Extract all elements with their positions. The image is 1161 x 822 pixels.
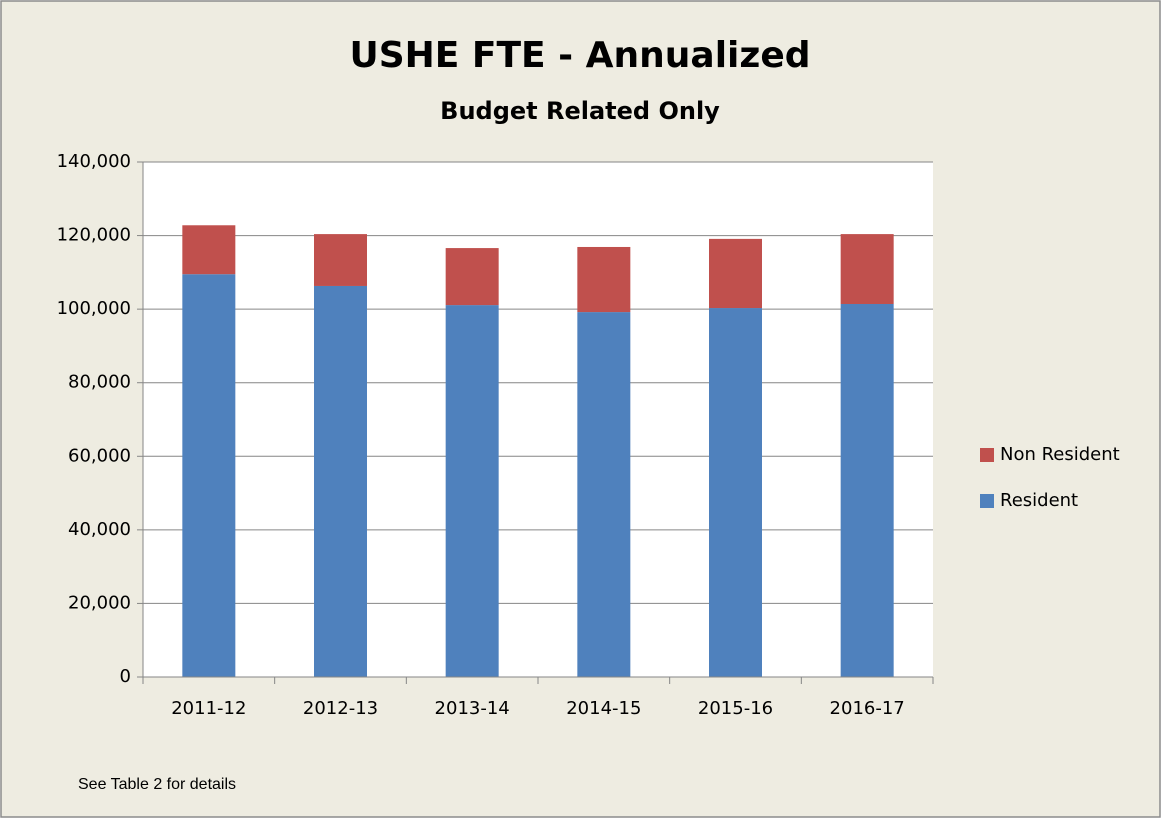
x-tick-label: 2014-15: [566, 698, 641, 719]
bar-segment: [709, 238, 762, 309]
legend-swatch: [980, 494, 994, 508]
x-tick-label: 2012-13: [303, 698, 378, 719]
y-tick-label: 100,000: [57, 298, 131, 319]
x-tick-label: 2013-14: [435, 698, 510, 719]
footnote: See Table 2 for details: [78, 776, 236, 793]
bar-segment: [445, 305, 499, 677]
bar-segment: [182, 274, 236, 677]
legend-label: Resident: [1000, 490, 1078, 511]
y-tick-label: 40,000: [68, 519, 131, 540]
bar-segment: [840, 303, 894, 677]
y-tick-label: 80,000: [68, 372, 131, 393]
chart-subtitle: Budget Related Only: [440, 97, 720, 125]
x-tick-label: 2011-12: [171, 698, 246, 719]
y-tick-label: 60,000: [68, 445, 131, 466]
bar-segment: [182, 225, 236, 275]
legend-swatch: [980, 448, 994, 462]
bar-segment: [840, 234, 894, 304]
bar-segment: [445, 248, 499, 306]
x-tick-label: 2016-17: [830, 698, 905, 719]
x-tick-label: 2015-16: [698, 698, 773, 719]
plot-area: [143, 162, 933, 677]
bar-segment: [709, 308, 762, 677]
y-tick-label: 0: [120, 666, 131, 687]
y-tick-label: 120,000: [57, 225, 131, 246]
bar-segment: [314, 285, 367, 677]
y-tick-label: 20,000: [68, 592, 131, 613]
y-tick-label: 140,000: [57, 151, 131, 172]
legend-label: Non Resident: [1000, 444, 1120, 465]
bar-segment: [577, 312, 631, 677]
bar-segment: [314, 234, 367, 286]
bar-segment: [577, 246, 631, 313]
chart-title: USHE FTE - Annualized: [349, 35, 810, 76]
